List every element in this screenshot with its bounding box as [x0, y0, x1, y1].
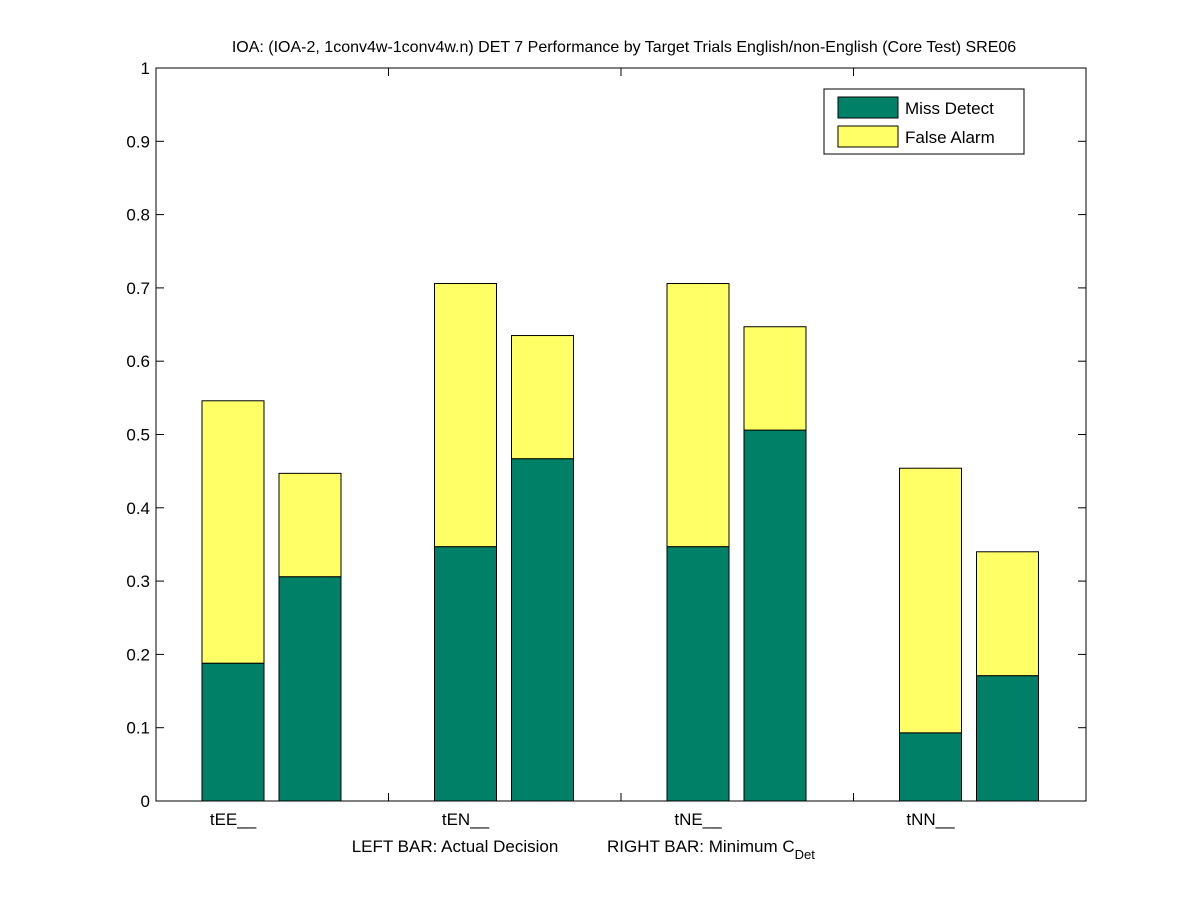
- bar-false-alarm-minimum-3: [976, 551, 1039, 677]
- y-tick-label: 0.3: [126, 572, 150, 591]
- y-tick-label: 0.7: [126, 279, 150, 298]
- bar-false-alarm-minimum-1: [511, 335, 574, 460]
- x-tick-label: tNE__: [674, 810, 722, 829]
- legend-swatch-false-alarm: [837, 125, 899, 148]
- bar-miss-detect-minimum-0: [278, 576, 342, 802]
- y-axis: 0 0.1 0.2 0.3 0.4 0.5 0.6 0.7 0.8 0.9 1: [126, 59, 1086, 811]
- y-tick-label: 0.4: [126, 499, 150, 518]
- y-tick-label: 0.6: [126, 352, 150, 371]
- y-tick-label: 0: [141, 792, 150, 811]
- bar-false-alarm-minimum-0: [278, 472, 342, 578]
- x-tick-label: tEN__: [442, 810, 490, 829]
- legend-label-miss-detect: Miss Detect: [905, 99, 994, 118]
- bar-false-alarm-actual-3: [899, 467, 962, 734]
- y-tick-label: 1: [141, 59, 150, 78]
- legend-swatch-miss-detect: [837, 96, 899, 119]
- y-tick-label: 0.5: [126, 426, 150, 445]
- x-tick-label: tNN__: [906, 810, 955, 829]
- legend-label-false-alarm: False Alarm: [905, 128, 995, 147]
- bar-false-alarm-actual-0: [201, 400, 265, 664]
- y-tick-label: 0.8: [126, 206, 150, 225]
- bar-miss-detect-minimum-3: [976, 675, 1039, 802]
- y-tick-label: 0.2: [126, 645, 150, 664]
- bar-miss-detect-minimum-2: [743, 429, 807, 802]
- x-axis-label-right: RIGHT BAR: Minimum CDet: [607, 837, 815, 862]
- x-tick-label: tEE__: [210, 810, 257, 829]
- y-tick-label: 0.1: [126, 719, 150, 738]
- bar-false-alarm-minimum-2: [743, 326, 807, 431]
- bar-miss-detect-actual-3: [899, 732, 962, 802]
- legend: Miss Detect False Alarm: [823, 88, 1025, 155]
- bar-false-alarm-actual-1: [434, 283, 497, 548]
- y-tick-label: 0.9: [126, 132, 150, 151]
- x-axis-label-right-main: RIGHT BAR: Minimum C: [607, 837, 795, 856]
- bar-miss-detect-actual-2: [666, 546, 730, 802]
- x-axis: tEE__ tEN__ tNE__ tNN__: [210, 68, 955, 829]
- chart-title: IOA: (IOA-2, 1conv4w-1conv4w.n) DET 7 Pe…: [232, 39, 1016, 56]
- bars-group: [201, 283, 1039, 802]
- bar-miss-detect-minimum-1: [511, 458, 574, 802]
- bar-miss-detect-actual-1: [434, 546, 497, 802]
- x-axis-label-left: LEFT BAR: Actual Decision: [352, 837, 559, 856]
- bar-false-alarm-actual-2: [666, 283, 730, 548]
- x-axis-label-right-sub: Det: [795, 847, 816, 862]
- bar-miss-detect-actual-0: [201, 662, 265, 802]
